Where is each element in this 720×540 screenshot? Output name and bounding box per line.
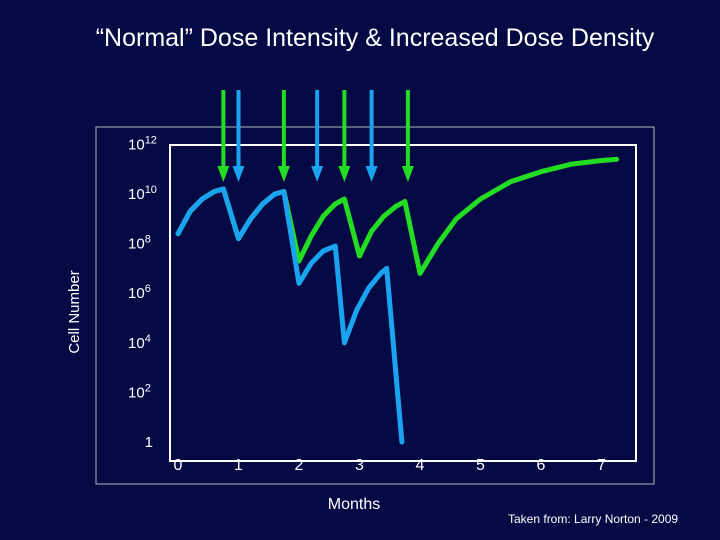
plot-frame	[169, 144, 637, 462]
x-tick-labels: 0 1 2 3 4 5 6 7	[174, 457, 607, 474]
x-tick-label: 4	[416, 457, 425, 474]
dose-arrow	[277, 90, 290, 182]
y-tick-label: 108	[128, 234, 151, 253]
dose-arrow	[311, 90, 324, 182]
y-tick-label: 1010	[128, 184, 157, 203]
plot-outer-frame	[95, 126, 655, 485]
x-axis-label: Months	[328, 496, 380, 513]
dose-arrows	[217, 90, 414, 182]
x-tick-label: 2	[295, 457, 304, 474]
series-line-normal-dose-interval	[175, 156, 620, 276]
series-lines	[175, 156, 620, 445]
dose-arrow	[365, 90, 378, 182]
y-tick-label: 102	[128, 382, 151, 401]
x-tick-label: 7	[597, 457, 606, 474]
y-tick-label: 1	[145, 434, 153, 451]
dose-arrow	[217, 90, 230, 182]
chart-title: “Normal” Dose Intensity & Increased Dose…	[95, 24, 655, 52]
y-tick-label: 106	[128, 283, 151, 302]
y-axis-label: Cell Number	[66, 270, 83, 353]
x-tick-label: 0	[174, 457, 183, 474]
source-credit: Taken from: Larry Norton - 2009	[508, 512, 679, 526]
y-tick-labels: 1 102 104 106 108 1010 1012	[128, 134, 157, 451]
dose-arrow	[232, 90, 245, 182]
dose-arrow	[401, 90, 414, 182]
series-line-increased-dose-density	[175, 186, 405, 445]
y-tick-label: 1012	[128, 134, 157, 153]
x-tick-label: 5	[476, 457, 485, 474]
x-tick-label: 1	[234, 457, 243, 474]
x-tick-label: 3	[355, 457, 364, 474]
dose-arrow	[338, 90, 351, 182]
x-tick-label: 6	[537, 457, 546, 474]
y-tick-label: 104	[128, 333, 151, 352]
